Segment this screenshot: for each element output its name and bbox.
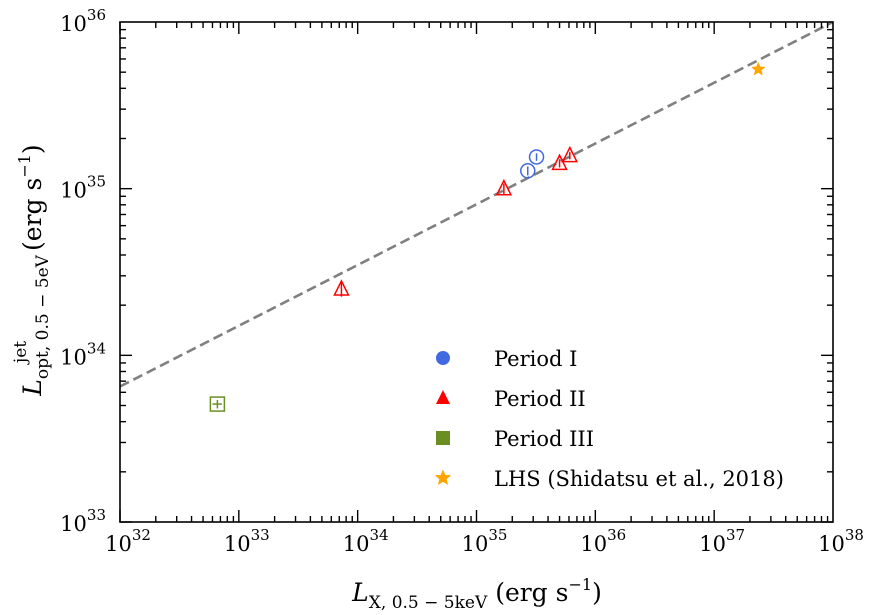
triangle-data-point	[495, 178, 513, 196]
data-points-layer	[209, 61, 766, 412]
axis-tick-labels: 1032 1033 1034 1035 1036 1037 1038103310341035…	[60, 6, 864, 556]
y-tick-label: 1034	[60, 339, 106, 369]
circle-data-point	[528, 149, 545, 165]
circle-marker	[520, 163, 536, 179]
x-tick-label: 1038	[818, 526, 864, 556]
legend-item-square: Period III	[436, 427, 594, 451]
circle-marker	[528, 149, 545, 165]
legend-item-star: LHS (Shidatsu et al., 2018)	[434, 467, 784, 491]
legend-label: Period I	[494, 347, 577, 371]
star-marker	[750, 61, 766, 76]
x-tick-label: 1036	[580, 526, 626, 556]
triangle-marker	[333, 279, 350, 296]
x-axis-label: LX, 0.5 − 5keV (erg s−1)	[351, 575, 602, 613]
circle-data-point	[520, 163, 536, 179]
y-tick-label: 1033	[60, 506, 106, 536]
y-tick-label: 1035	[60, 173, 106, 203]
triangle-marker	[561, 145, 579, 163]
axis-ticks	[119, 22, 833, 523]
legend-square-icon	[436, 431, 450, 445]
legend-item-triangle: Period II	[436, 387, 586, 411]
legend-item-circle: Period I	[436, 347, 577, 371]
x-tick-label: 1032	[105, 526, 151, 556]
legend: Period I Period II Period III LHS (Shidatsu…	[434, 347, 784, 491]
legend-label: LHS (Shidatsu et al., 2018)	[494, 467, 784, 491]
x-tick-label: 1033	[224, 526, 270, 556]
legend-circle-icon	[436, 351, 450, 365]
plot-frame	[119, 21, 834, 523]
legend-label: Period II	[494, 387, 586, 411]
fit-line-layer	[119, 20, 834, 388]
square-marker	[209, 396, 226, 412]
fit-line	[119, 20, 834, 388]
x-tick-label: 1037	[699, 526, 745, 556]
triangle-data-point	[561, 145, 579, 163]
x-tick-label: 1034	[343, 526, 389, 556]
y-axis-label: Lopt, 0.5 − 5eVjet (erg s−1)	[11, 144, 53, 396]
triangle-data-point	[333, 279, 350, 297]
legend-star-icon	[434, 469, 452, 485]
square-data-point	[209, 396, 226, 412]
legend-label: Period III	[494, 427, 594, 451]
legend-triangle-icon	[436, 389, 450, 405]
y-tick-label: 1036	[60, 6, 106, 36]
triangle-marker	[495, 178, 513, 196]
star-data-point	[750, 61, 766, 76]
x-tick-label: 1035	[462, 526, 508, 556]
